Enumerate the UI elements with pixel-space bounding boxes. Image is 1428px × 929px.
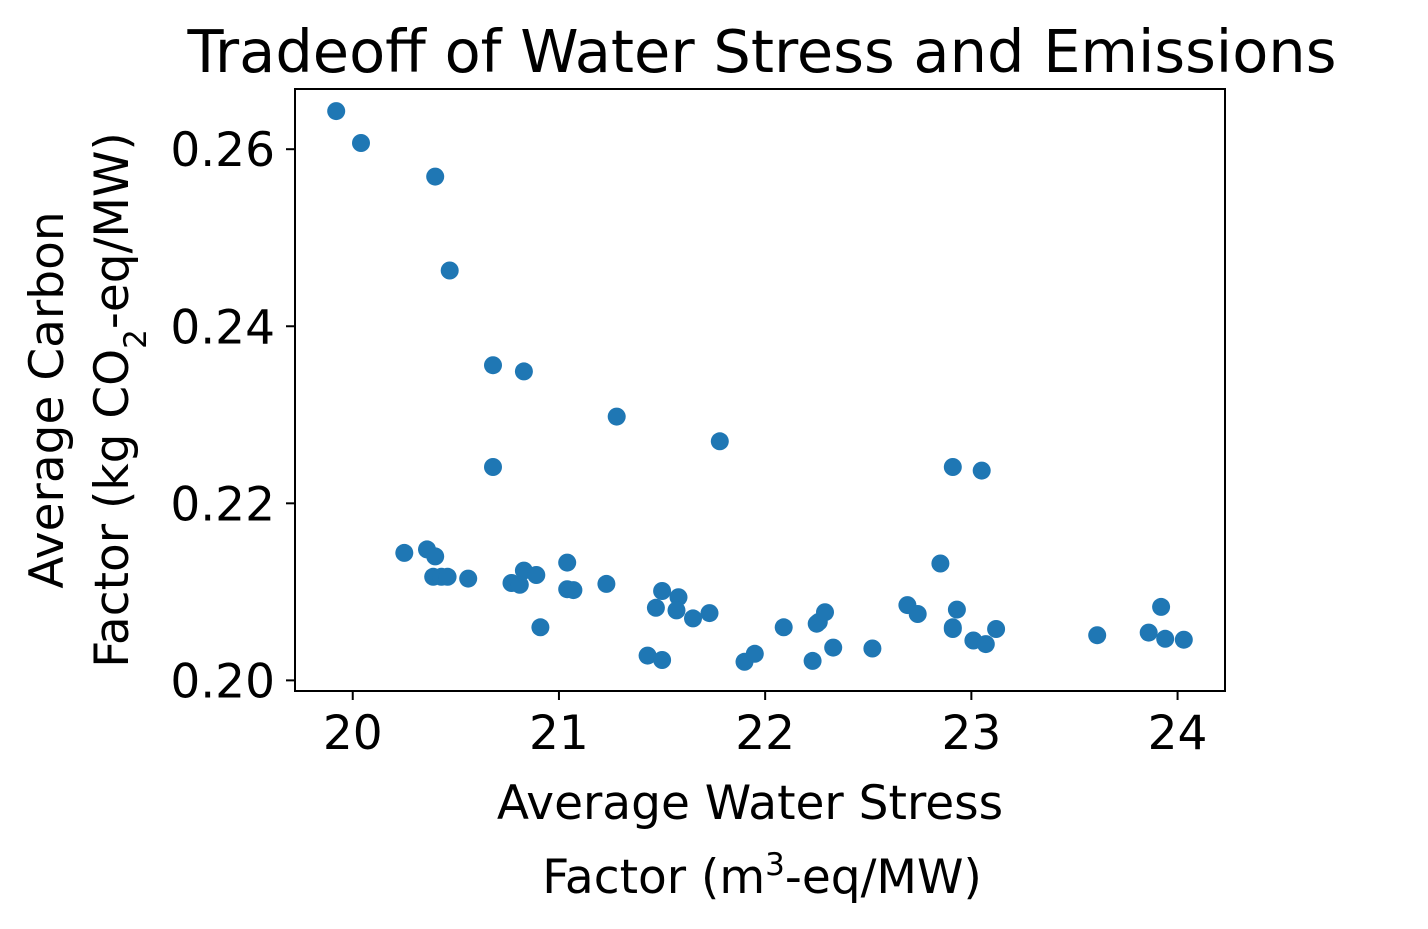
plot-frame [294, 88, 1226, 692]
data-point [943, 618, 962, 637]
data-point [667, 601, 686, 620]
data-point [774, 618, 793, 637]
x-axis-ticks: 20 21 22 23 24 [323, 691, 1208, 761]
data-point [684, 609, 702, 628]
data-point [327, 102, 346, 121]
data-point [607, 407, 626, 426]
y-axis-label-line1: Average Carbon [20, 211, 75, 588]
chart-title: Tradeoff of Water Stress and Emissions [187, 17, 1337, 86]
data-point [976, 635, 995, 654]
y-axis-ticks: 0.20 0.22 0.24 0.26 [170, 123, 295, 709]
x-axis-label-line1: Average Water Stress [497, 776, 1003, 831]
data-point [710, 432, 729, 451]
data-point [352, 134, 370, 152]
data-point [1152, 597, 1171, 616]
x-tick-label: 24 [1148, 706, 1208, 761]
x-tick-label: 22 [735, 706, 795, 761]
y-tick-label: 0.24 [170, 300, 275, 355]
data-point [1156, 629, 1175, 648]
y-tick-label: 0.20 [170, 654, 275, 709]
data-point [564, 581, 583, 600]
data-point [527, 566, 546, 584]
x-axis-label-line2: Factor (m3-eq/MW) [542, 847, 982, 905]
data-point [646, 598, 665, 617]
data-point [638, 646, 657, 665]
data-point [514, 362, 533, 381]
data-point [987, 620, 1006, 638]
data-point [597, 574, 616, 593]
x-tick-label: 20 [323, 706, 383, 761]
data-point [558, 553, 577, 572]
data-point [531, 618, 550, 637]
y-tick-label: 0.22 [170, 477, 275, 532]
data-point [395, 543, 414, 562]
data-point [1139, 623, 1158, 642]
x-tick-label: 23 [941, 706, 1001, 761]
data-point [803, 651, 822, 670]
data-point [669, 588, 688, 607]
data-point [824, 638, 843, 657]
data-point [484, 458, 502, 476]
data-point [1088, 626, 1107, 645]
data-point [931, 554, 950, 573]
data-point [700, 604, 719, 623]
x-tick-label: 21 [529, 706, 589, 761]
data-point [947, 600, 966, 619]
data-point [745, 644, 764, 663]
y-axis-label-line2: Factor (kg CO2-eq/MW) [85, 132, 154, 668]
data-point [438, 567, 457, 586]
data-point [908, 605, 927, 623]
data-point [484, 356, 502, 375]
data-point [653, 651, 672, 669]
data-point [653, 582, 672, 600]
data-point [440, 261, 459, 280]
data-point [426, 167, 445, 186]
y-tick-label: 0.26 [170, 123, 275, 178]
data-point [426, 547, 445, 566]
data-point [972, 461, 991, 480]
data-point [459, 569, 478, 588]
data-point [1174, 630, 1193, 649]
data-point [943, 458, 962, 476]
data-points [327, 102, 1193, 671]
data-point [816, 603, 834, 622]
data-point [510, 575, 529, 594]
data-point [863, 639, 882, 658]
